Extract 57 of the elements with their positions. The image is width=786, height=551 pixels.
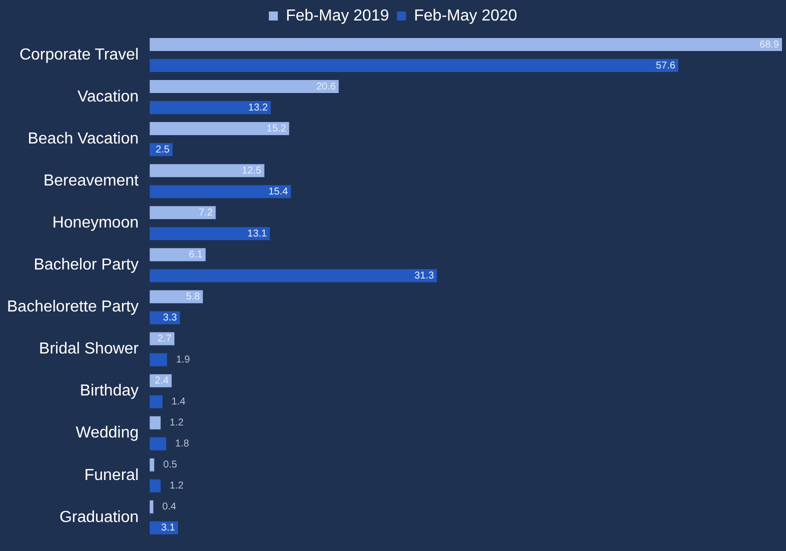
y-tick-label: Vacation — [78, 88, 139, 106]
data-label: 1.4 — [171, 396, 186, 408]
bar — [150, 500, 154, 514]
y-tick-label: Corporate Travel — [19, 46, 139, 64]
y-tick-label: Bridal Shower — [39, 340, 140, 358]
data-label: 15.4 — [268, 186, 288, 198]
bar — [150, 290, 203, 304]
bar — [150, 80, 339, 94]
y-tick-label: Bereavement — [43, 172, 140, 190]
bar — [150, 332, 174, 346]
bar — [150, 416, 161, 430]
y-tick-label: Birthday — [80, 382, 139, 400]
data-label: 31.3 — [414, 270, 434, 282]
data-label: 6.1 — [188, 249, 204, 260]
legend-label: Feb-May 2019 — [286, 7, 390, 24]
y-tick-label: Graduation — [59, 508, 139, 526]
y-tick-label: Wedding — [76, 424, 139, 442]
data-label: 2.7 — [158, 333, 172, 344]
data-label: 2.4 — [154, 376, 170, 387]
data-label: 3.1 — [161, 522, 176, 534]
data-label: 0.4 — [162, 502, 177, 513]
data-label: 15.2 — [266, 123, 287, 134]
data-label: 13.2 — [248, 102, 268, 114]
bar — [150, 206, 216, 220]
bar — [150, 248, 206, 262]
bar — [150, 185, 291, 198]
y-tick-label: Bachelor Party — [34, 256, 139, 274]
bar — [150, 227, 270, 240]
data-label: 1.9 — [176, 354, 190, 366]
data-label: 20.6 — [316, 81, 336, 92]
bar — [150, 269, 437, 282]
y-tick-label: Funeral — [84, 466, 139, 484]
data-label: 57.6 — [656, 60, 676, 72]
bar — [150, 437, 166, 450]
data-label: 5.8 — [186, 291, 200, 302]
data-label: 13.1 — [247, 228, 268, 240]
data-label: 1.2 — [170, 418, 184, 429]
bar — [150, 38, 782, 52]
y-tick-label: Beach Vacation — [28, 130, 139, 148]
data-label: 1.8 — [175, 438, 190, 450]
data-label: 1.2 — [170, 480, 184, 492]
bar — [150, 395, 162, 408]
data-label: 2.5 — [156, 144, 170, 156]
bar — [150, 164, 264, 178]
bar — [150, 59, 678, 72]
bar — [150, 479, 161, 492]
data-label: 3.3 — [163, 312, 178, 324]
bar — [150, 353, 168, 366]
data-label: 7.2 — [198, 207, 214, 218]
legend-label: Feb-May 2020 — [414, 7, 518, 24]
data-label: 0.5 — [163, 460, 178, 471]
y-tick-label: Honeymoon — [52, 214, 139, 232]
y-tick-label: Bachelorette Party — [7, 298, 139, 316]
data-label: 12.5 — [242, 165, 262, 176]
bar — [150, 122, 290, 136]
bar — [150, 101, 271, 114]
data-label: 68.9 — [760, 39, 780, 50]
